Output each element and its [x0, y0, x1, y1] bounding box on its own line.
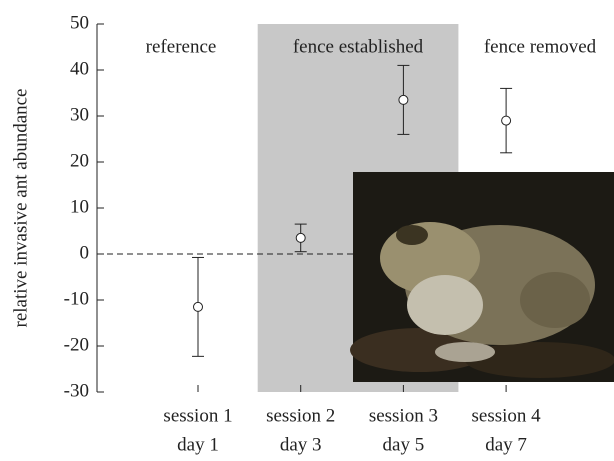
region-label: fence removed — [484, 36, 597, 57]
toad-belly — [407, 275, 483, 335]
x-tick-label: day 5 — [383, 434, 425, 455]
toad-eye — [396, 225, 428, 245]
y-tick-label: 30 — [70, 104, 89, 125]
y-tick-label: 20 — [70, 150, 89, 171]
x-tick-label: session 3 — [369, 405, 438, 426]
toad-photo — [350, 172, 614, 382]
point — [193, 301, 203, 312]
photo-ground — [465, 342, 614, 378]
y-tick-label: 40 — [70, 58, 89, 79]
toad-hind — [520, 272, 590, 328]
toad-leg — [435, 342, 495, 362]
x-tick-label: session 1 — [163, 405, 232, 426]
plot: -30 -20 -10 0 10 20 30 40 50 reference fence estab… — [64, 12, 600, 455]
x-tick-label: session 2 — [266, 405, 335, 426]
point — [501, 115, 512, 126]
y-axis-label: relative invasive ant abundance — [10, 89, 31, 328]
y-tick-label: -10 — [64, 288, 89, 309]
x-tick-label: day 7 — [485, 434, 527, 455]
y-tick-label: -20 — [64, 334, 89, 355]
y-tick-label: -30 — [64, 380, 89, 401]
region-label: reference — [146, 36, 217, 57]
x-tick-label: session 4 — [472, 405, 542, 426]
y-tick-label: 50 — [70, 12, 89, 33]
region-label: fence established — [293, 36, 424, 57]
y-tick-label: 10 — [70, 196, 89, 217]
y-tick-label: 0 — [80, 242, 90, 263]
point — [398, 94, 409, 105]
point — [295, 232, 306, 243]
x-tick-label: day 3 — [280, 434, 322, 455]
x-tick-label: day 1 — [177, 434, 219, 455]
